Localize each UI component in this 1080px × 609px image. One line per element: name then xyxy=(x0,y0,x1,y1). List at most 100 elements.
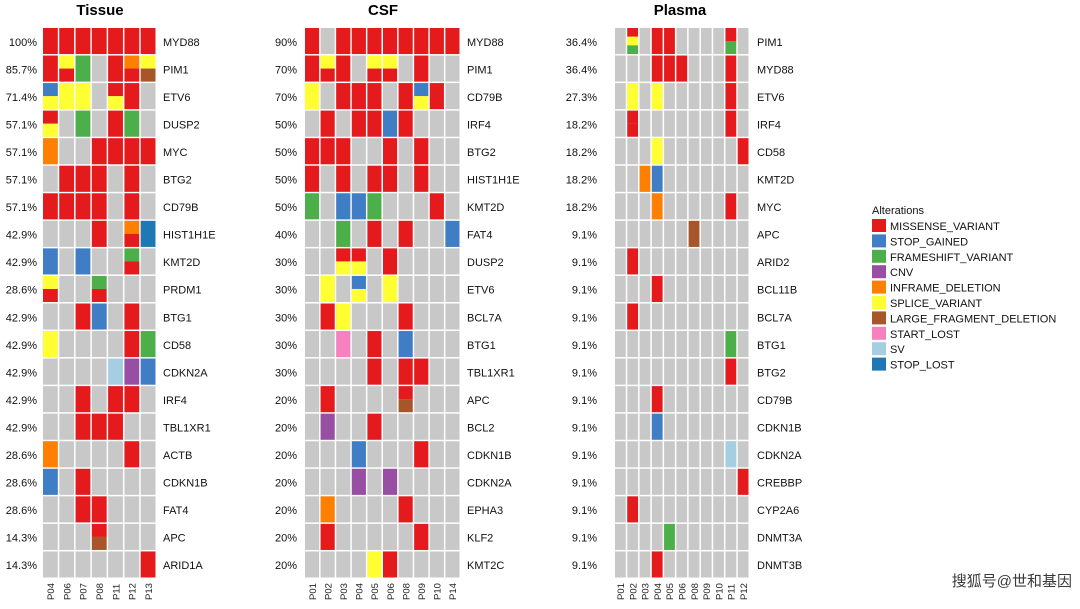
heatmap-cell xyxy=(615,551,626,578)
gene-label: MYD88 xyxy=(467,37,504,49)
alteration-mark xyxy=(336,83,351,110)
alteration-mark xyxy=(320,303,335,330)
gene-label: BCL11B xyxy=(757,285,797,297)
alteration-mark xyxy=(429,193,444,220)
gene-label: CYP2A6 xyxy=(757,505,799,517)
alteration-mark xyxy=(651,165,663,192)
sample-label: P03 xyxy=(339,583,350,600)
heatmap-cell xyxy=(627,358,639,385)
heatmap-cell xyxy=(688,165,700,192)
sample-label: P06 xyxy=(678,583,689,600)
alteration-mark xyxy=(124,358,140,385)
frequency-label: 9.1% xyxy=(572,505,597,517)
heatmap-cell xyxy=(676,551,688,578)
heatmap-cell xyxy=(108,275,123,302)
heatmap-cell xyxy=(383,303,398,330)
heatmap-cell xyxy=(398,165,413,192)
heatmap-cell xyxy=(639,193,651,220)
heatmap-cell xyxy=(367,275,382,302)
legend-swatch xyxy=(872,296,886,309)
sample-label: P05 xyxy=(370,583,381,600)
heatmap-cell xyxy=(700,28,712,55)
frequency-label: 9.1% xyxy=(572,340,597,352)
heatmap-cell xyxy=(688,193,700,220)
gene-label: CD58 xyxy=(757,147,785,159)
heatmap-cell xyxy=(429,523,444,550)
heatmap-cell xyxy=(713,275,724,302)
alteration-mark xyxy=(305,83,320,110)
heatmap-cell xyxy=(713,523,724,550)
heatmap-cell xyxy=(639,413,651,440)
alteration-mark xyxy=(383,551,398,578)
heatmap-cell xyxy=(445,496,460,523)
alteration-mark xyxy=(91,28,107,55)
heatmap-cell xyxy=(59,413,75,440)
heatmap-cell xyxy=(429,468,444,495)
heatmap-cell xyxy=(108,441,123,468)
heatmap-cell xyxy=(75,551,91,578)
heatmap-cell xyxy=(108,165,123,192)
heatmap-cell xyxy=(713,303,724,330)
heatmap-cell xyxy=(336,275,351,302)
heatmap-cell xyxy=(700,441,712,468)
heatmap-cell xyxy=(676,496,688,523)
heatmap-cell xyxy=(713,386,724,413)
alteration-mark xyxy=(320,275,335,302)
heatmap-cell xyxy=(615,220,626,247)
heatmap-cell xyxy=(43,220,58,247)
alteration-mark xyxy=(367,28,382,55)
heatmap-cell xyxy=(664,496,675,523)
heatmap-cell xyxy=(140,165,156,192)
heatmap-cell xyxy=(627,441,639,468)
heatmap-cell xyxy=(676,523,688,550)
frequency-label: 42.9% xyxy=(6,367,37,379)
alteration-mark xyxy=(414,28,429,55)
gene-label: CDKN1B xyxy=(757,422,802,434)
alteration-mark xyxy=(627,28,639,37)
alteration-mark xyxy=(651,83,663,110)
alteration-mark xyxy=(688,220,700,247)
heatmap-cell xyxy=(140,468,156,495)
heatmap-cell xyxy=(688,28,700,55)
heatmap-cell xyxy=(59,496,75,523)
heatmap-cell xyxy=(639,551,651,578)
heatmap-cell xyxy=(305,386,320,413)
heatmap-cell xyxy=(615,193,626,220)
alteration-mark xyxy=(320,138,335,165)
legend-label: SV xyxy=(890,344,905,356)
heatmap-cell xyxy=(627,331,639,358)
heatmap-cell xyxy=(676,83,688,110)
heatmap-cell xyxy=(320,248,335,275)
heatmap-cell xyxy=(140,83,156,110)
alteration-mark xyxy=(140,55,156,69)
gene-label: BCL7A xyxy=(757,312,793,324)
alteration-mark xyxy=(59,165,75,192)
heatmap-cell xyxy=(414,386,429,413)
alteration-mark xyxy=(627,123,639,137)
heatmap-cell xyxy=(445,55,460,82)
heatmap-cell xyxy=(651,496,663,523)
alteration-mark xyxy=(124,233,140,247)
heatmap-cell xyxy=(639,83,651,110)
alteration-mark xyxy=(725,193,737,220)
alteration-mark xyxy=(124,28,140,55)
heatmap-cell xyxy=(43,413,58,440)
heatmap-cell xyxy=(725,386,737,413)
alteration-mark xyxy=(664,55,675,82)
alteration-mark xyxy=(336,248,351,262)
alteration-mark xyxy=(124,220,140,234)
frequency-label: 20% xyxy=(275,422,297,434)
heatmap-cell xyxy=(367,303,382,330)
legend-label: STOP_GAINED xyxy=(890,236,968,248)
sample-label: P06 xyxy=(386,583,397,600)
gene-label: APC xyxy=(467,395,490,407)
alteration-mark xyxy=(91,138,107,165)
heatmap-cell xyxy=(627,386,639,413)
alteration-mark xyxy=(43,96,58,110)
heatmap-cell xyxy=(651,303,663,330)
heatmap-cell xyxy=(664,303,675,330)
heatmap-cell xyxy=(351,496,366,523)
legend-swatch xyxy=(872,219,886,232)
alteration-mark xyxy=(651,551,663,578)
